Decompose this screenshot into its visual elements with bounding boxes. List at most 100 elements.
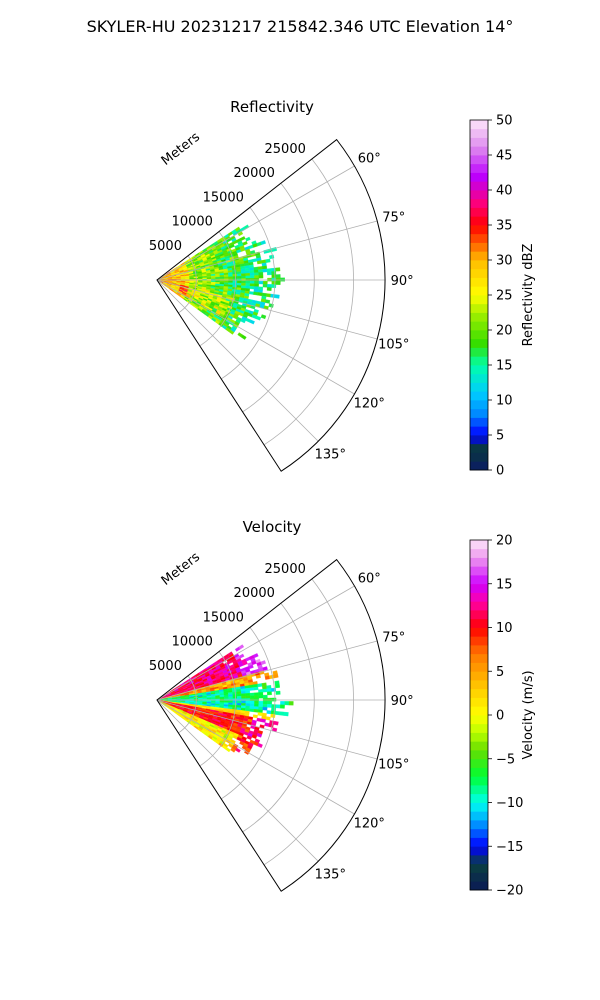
data-cell	[262, 283, 268, 288]
data-cell	[271, 687, 276, 692]
colorbar-segment	[470, 338, 488, 348]
data-cell	[288, 701, 294, 706]
range-gridline	[199, 651, 237, 767]
data-cell	[241, 703, 246, 707]
range-tick-label: 15000	[203, 610, 244, 625]
data-cell	[249, 283, 255, 287]
colorbar-segment	[470, 172, 488, 182]
data-cell	[267, 704, 272, 708]
colorbar-segment	[470, 618, 488, 628]
azimuth-gridline	[156, 220, 378, 281]
colorbar-tick-label: −15	[496, 840, 523, 855]
data-cell	[260, 660, 266, 665]
colorbar-segment	[470, 811, 488, 821]
data-cell	[241, 700, 246, 704]
colorbar-segment	[470, 382, 488, 392]
colorbar-tick-label: 50	[496, 114, 513, 129]
data-cell	[245, 275, 251, 279]
data-cell	[269, 254, 275, 260]
colorbar-segment	[470, 583, 488, 593]
data-cell	[266, 688, 272, 693]
data-cell	[271, 281, 277, 285]
data-cell	[275, 281, 281, 285]
data-cell	[232, 276, 238, 279]
colorbar-segment	[470, 286, 488, 296]
azimuth-tick-label: 120°	[354, 397, 385, 412]
colorbar-tick-label: 15	[496, 577, 513, 592]
colorbar-segment	[470, 443, 488, 453]
data-cell	[249, 708, 255, 713]
data-field	[158, 644, 294, 755]
data-cell	[232, 696, 238, 699]
data-cell	[249, 687, 255, 691]
colorbar-segment	[470, 793, 488, 803]
colorbar-segment	[470, 216, 488, 226]
colorbar-tick-label: 20	[496, 534, 513, 549]
data-cell	[260, 314, 267, 320]
colorbar-segment	[470, 732, 488, 742]
colorbar-segment	[470, 312, 488, 322]
data-cell	[236, 693, 242, 697]
colorbar-segment	[470, 163, 488, 173]
colorbar-tick-label: 10	[496, 621, 513, 636]
colorbar-tick-label: 10	[496, 394, 513, 409]
azimuth-gridline	[156, 699, 355, 815]
data-cell	[211, 277, 216, 280]
range-tick-label: 25000	[265, 562, 306, 577]
data-cell	[228, 700, 234, 704]
data-cell	[241, 695, 246, 699]
colorbar-segment	[470, 391, 488, 401]
data-cell	[270, 293, 276, 298]
data-cell	[255, 315, 262, 321]
data-cell	[245, 693, 251, 697]
data-cell	[262, 703, 268, 708]
colorbar-segment	[470, 461, 488, 471]
data-cell	[254, 703, 259, 707]
data-cell	[249, 700, 255, 704]
data-cell	[274, 683, 280, 689]
data-cell	[258, 280, 264, 285]
data-cell	[249, 269, 255, 274]
data-cell	[267, 701, 272, 705]
data-cell	[230, 747, 236, 753]
data-cell	[275, 267, 281, 272]
data-cell	[258, 700, 264, 705]
colorbar-label: Velocity (m/s)	[521, 670, 536, 759]
data-cell	[265, 258, 271, 263]
data-cell	[202, 697, 208, 700]
data-cell	[249, 280, 255, 284]
data-cell	[215, 696, 221, 700]
data-cell	[256, 732, 263, 738]
data-cell	[258, 703, 264, 708]
data-cell	[254, 695, 259, 699]
data-cell	[271, 267, 276, 272]
data-cell	[279, 711, 285, 716]
colorbar-segment	[470, 741, 488, 751]
colorbar-segment	[470, 828, 488, 838]
data-cell	[266, 287, 272, 291]
data-cell	[254, 272, 259, 276]
data-cell	[245, 703, 251, 707]
data-cell	[275, 690, 281, 695]
colorbar-segment	[470, 627, 488, 637]
data-cell	[228, 696, 234, 699]
colorbar-segment	[470, 268, 488, 278]
data-cell	[253, 709, 259, 713]
colorbar-segment	[470, 837, 488, 847]
data-cell	[241, 275, 246, 279]
data-cell	[238, 653, 245, 659]
data-cell	[248, 664, 254, 670]
data-cell	[245, 695, 251, 699]
colorbar-tick-label: 5	[496, 429, 504, 444]
data-cell	[267, 691, 272, 696]
data-cell	[271, 704, 277, 709]
colorbar-segment	[470, 347, 488, 357]
colorbar-segment	[470, 645, 488, 655]
colorbar-segment	[470, 321, 488, 331]
colorbar-segment	[470, 680, 488, 690]
colorbar-tick-label: −10	[496, 796, 523, 811]
colorbar-segment	[470, 295, 488, 305]
data-cell	[249, 695, 255, 699]
data-cell	[267, 697, 272, 702]
